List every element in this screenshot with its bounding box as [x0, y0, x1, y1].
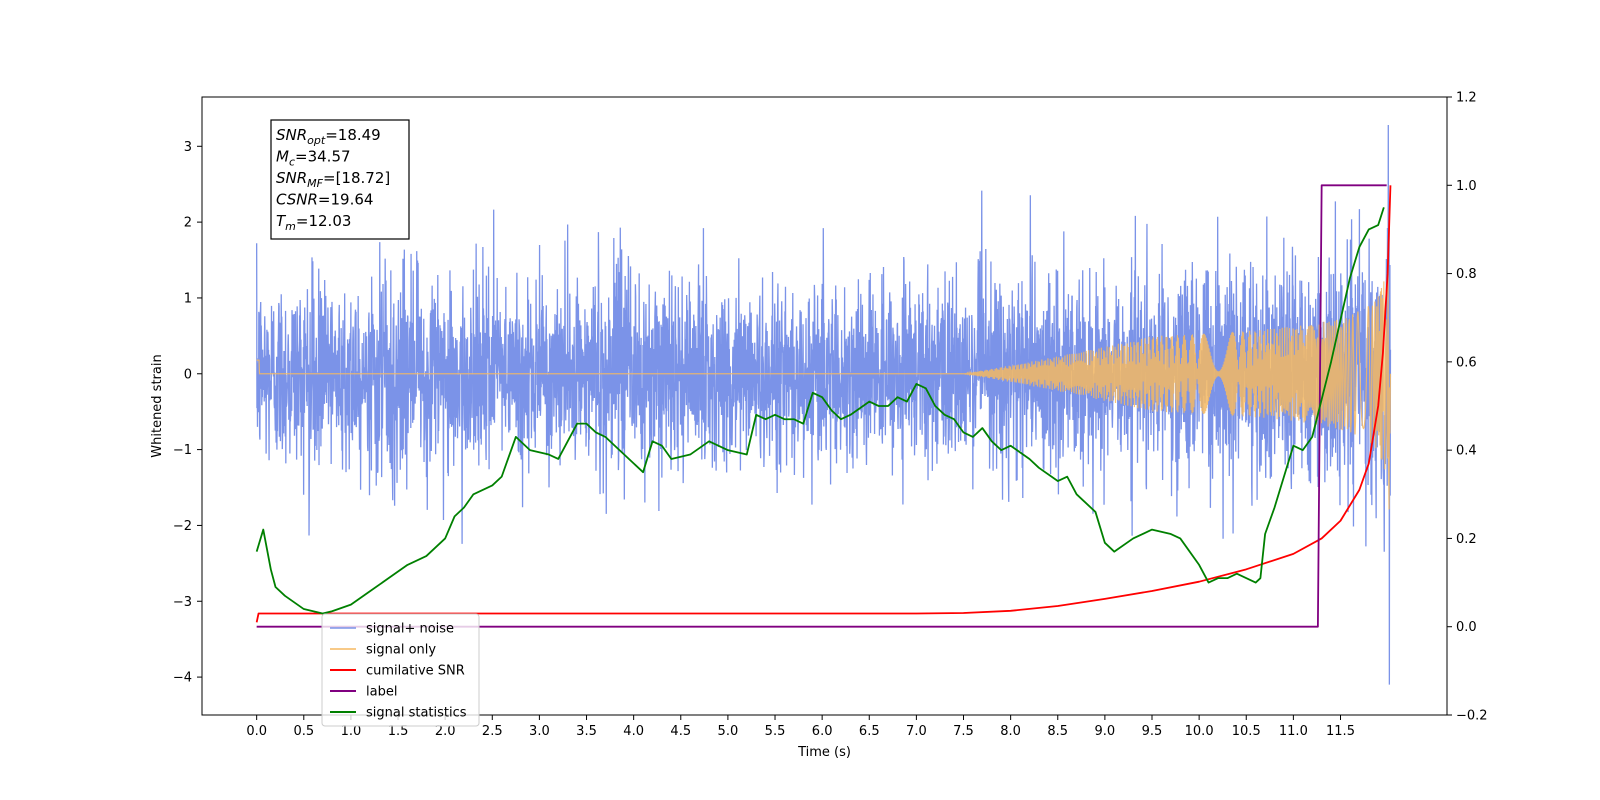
x-tick-label: 9.5 [1142, 724, 1163, 739]
x-axis-title: Time (s) [797, 745, 851, 760]
annotation-line: SNRMF=[18.72] [276, 169, 390, 190]
x-tick-label: 9.0 [1095, 724, 1116, 739]
axes-frame [201, 96, 1448, 716]
y2-tick-label: 0.6 [1456, 355, 1477, 370]
x-tick-label: 6.5 [859, 724, 880, 739]
legend: signal+ noise signal only cumilative SNR la… [321, 613, 480, 727]
legend-label: signal statistics [366, 706, 467, 721]
x-tick-label: 4.0 [623, 724, 644, 739]
axis-ticks: 0.0 0.5 1.0 1.5 2.0 2.5 3.0 3.5 4.0 4.5 5.0 5.5 6.0 6… [173, 91, 1488, 740]
annotation-value: =[18.72] [323, 169, 390, 187]
series-cumulative-snr-line [255, 185, 1392, 623]
annotation-subscript: MF [307, 177, 323, 190]
y2-tick-label: 0.2 [1456, 532, 1477, 547]
annotation-symbol: SNR [276, 126, 307, 144]
series-signal-statistics-line [255, 207, 1385, 615]
legend-label: signal+ noise [366, 622, 454, 637]
x-tick-label: 1.5 [388, 724, 409, 739]
x-tick-label: 7.5 [953, 724, 974, 739]
annotation-line: SNRopt=18.49 [276, 126, 381, 147]
y-tick-label: 0 [184, 367, 192, 382]
y2-tick-label: 0.8 [1456, 267, 1477, 282]
plot-area [255, 125, 1392, 685]
y-tick-label: 1 [184, 291, 192, 306]
y-tick-label: −4 [173, 671, 192, 686]
y2-tick-label: 1.0 [1456, 179, 1477, 194]
y-tick-label: 2 [184, 216, 192, 231]
x-tick-label: 8.5 [1047, 724, 1068, 739]
legend-label: cumilative SNR [366, 664, 465, 679]
legend-label: signal only [366, 643, 436, 658]
annotation-line: Mc=34.57 [276, 148, 351, 169]
x-tick-label: 4.5 [670, 724, 691, 739]
y2-tick-label: 1.2 [1456, 91, 1477, 106]
annotation-symbol: SNR [276, 169, 307, 187]
x-tick-label: 10.0 [1185, 724, 1214, 739]
legend-label: label [366, 685, 397, 700]
x-tick-label: 1.0 [341, 724, 362, 739]
y-axis-title: Whitened strain [150, 354, 165, 457]
series-signal-noise-line [256, 125, 1392, 685]
x-tick-label: 11.0 [1279, 724, 1308, 739]
series-signal-only-line [256, 255, 1392, 510]
x-tick-label: 0.0 [246, 724, 267, 739]
y2-tick-label: 0.4 [1456, 444, 1477, 459]
x-tick-label: 5.0 [718, 724, 739, 739]
annotation-box-frame [270, 119, 410, 240]
y-tick-label: 3 [184, 140, 192, 155]
x-tick-label: 3.5 [576, 724, 597, 739]
x-tick-label: 2.5 [482, 724, 503, 739]
plot-frame [201, 96, 1448, 716]
x-tick-label: 5.5 [765, 724, 786, 739]
y-tick-label: −3 [173, 595, 192, 610]
x-tick-label: 2.0 [435, 724, 456, 739]
x-tick-label: 8.0 [1000, 724, 1021, 739]
annotation-subscript: m [285, 220, 296, 233]
annotation-line: Tm=12.03 [276, 212, 351, 233]
annotation-subscript: c [289, 156, 295, 169]
annotation-value: =12.03 [296, 212, 352, 230]
y2-tick-label: −0.2 [1456, 709, 1488, 724]
stats-annotation-box: SNRopt=18.49Mc=34.57SNRMF=[18.72]CSNR=19… [270, 119, 410, 240]
y-tick-label: −2 [173, 519, 192, 534]
x-tick-label: 0.5 [293, 724, 314, 739]
annotation-symbol: CSNR [276, 191, 318, 209]
y-tick-label: −1 [173, 443, 192, 458]
annotation-value: =19.64 [318, 191, 374, 209]
annotation-symbol: M [276, 148, 289, 166]
x-tick-label: 3.0 [529, 724, 550, 739]
legend-frame [321, 613, 480, 727]
annotation-symbol: T [276, 212, 287, 230]
annotation-value: =34.57 [295, 148, 351, 166]
x-tick-label: 7.0 [906, 724, 927, 739]
annotation-subscript: opt [307, 134, 326, 147]
x-tick-label: 10.5 [1232, 724, 1261, 739]
annotation-line: CSNR=19.64 [276, 191, 373, 209]
x-tick-label: 6.0 [812, 724, 833, 739]
annotation-value: =18.49 [325, 126, 381, 144]
x-tick-label: 11.5 [1326, 724, 1355, 739]
y2-tick-label: 0.0 [1456, 620, 1477, 635]
